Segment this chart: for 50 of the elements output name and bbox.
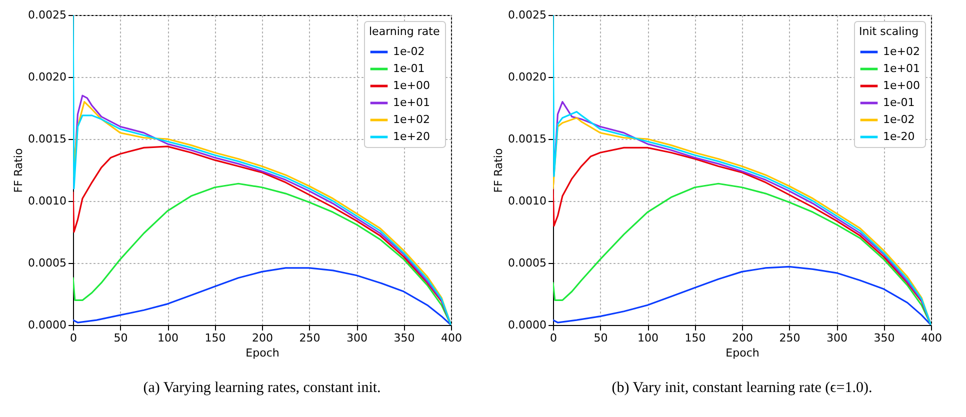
y-axis-title: FF Ratio bbox=[492, 148, 506, 193]
y-tick-label: 0.0025 bbox=[508, 8, 546, 22]
x-tick-label: 100 bbox=[638, 332, 658, 344]
x-tick-label: 0 bbox=[70, 332, 77, 344]
legend-title: learning rate bbox=[369, 25, 440, 38]
x-tick-label: 150 bbox=[204, 332, 226, 344]
x-tick-label: 350 bbox=[874, 332, 895, 344]
legend-label: 1e+02 bbox=[393, 113, 430, 126]
y-tick-label: 0.0005 bbox=[508, 256, 546, 270]
x-tick-label: 300 bbox=[346, 332, 368, 344]
y-axis-title: FF Ratio bbox=[12, 148, 26, 193]
legend-label: 1e+01 bbox=[393, 96, 430, 109]
y-tick-label: 0.0000 bbox=[28, 318, 66, 332]
x-tick-label: 250 bbox=[299, 332, 320, 344]
y-tick-label: 0.0010 bbox=[28, 194, 66, 208]
legend-label: 1e+02 bbox=[883, 45, 920, 58]
x-tick-label: 400 bbox=[921, 332, 942, 344]
legend-label: 1e-01 bbox=[393, 62, 425, 75]
legend-label: 1e+20 bbox=[393, 130, 430, 143]
y-tick-label: 0.0000 bbox=[508, 318, 546, 332]
legend-label: 1e+00 bbox=[883, 79, 920, 92]
legend-title: Init scaling bbox=[859, 25, 919, 38]
x-tick-label: 50 bbox=[594, 332, 608, 344]
y-tick-label: 0.0025 bbox=[28, 8, 66, 22]
legend-label: 1e+01 bbox=[883, 62, 920, 75]
y-tick-label: 0.0010 bbox=[508, 194, 546, 208]
x-tick-label: 0 bbox=[550, 332, 557, 344]
text: (a) Varying learning rates, constant init. bbox=[143, 380, 381, 396]
y-tick-label: 0.0005 bbox=[28, 256, 66, 270]
x-tick-label: 350 bbox=[394, 332, 415, 344]
x-tick-label: 150 bbox=[684, 332, 706, 344]
legend-label: 1e-01 bbox=[883, 96, 915, 109]
y-tick-label: 0.0020 bbox=[28, 70, 66, 84]
x-tick-label: 250 bbox=[779, 332, 800, 344]
y-tick-label: 0.0015 bbox=[508, 132, 546, 146]
legend-label: 1e-02 bbox=[883, 113, 915, 126]
text: (b) Vary init, constant learning rate (ϵ=1.0). bbox=[612, 380, 872, 396]
x-tick-label: 50 bbox=[114, 332, 128, 344]
x-axis-title: Epoch bbox=[246, 346, 280, 360]
x-tick-label: 200 bbox=[732, 332, 753, 344]
legend-label: 1e+00 bbox=[393, 79, 430, 92]
x-tick-label: 200 bbox=[252, 332, 273, 344]
legend-label: 1e-02 bbox=[393, 45, 425, 58]
x-tick-label: 400 bbox=[441, 332, 462, 344]
y-tick-label: 0.0020 bbox=[508, 70, 546, 84]
x-tick-label: 100 bbox=[158, 332, 178, 344]
x-tick-label: 300 bbox=[826, 332, 848, 344]
legend-label: 1e-20 bbox=[883, 130, 915, 143]
x-axis-title: Epoch bbox=[726, 346, 760, 360]
y-tick-label: 0.0015 bbox=[28, 132, 66, 146]
